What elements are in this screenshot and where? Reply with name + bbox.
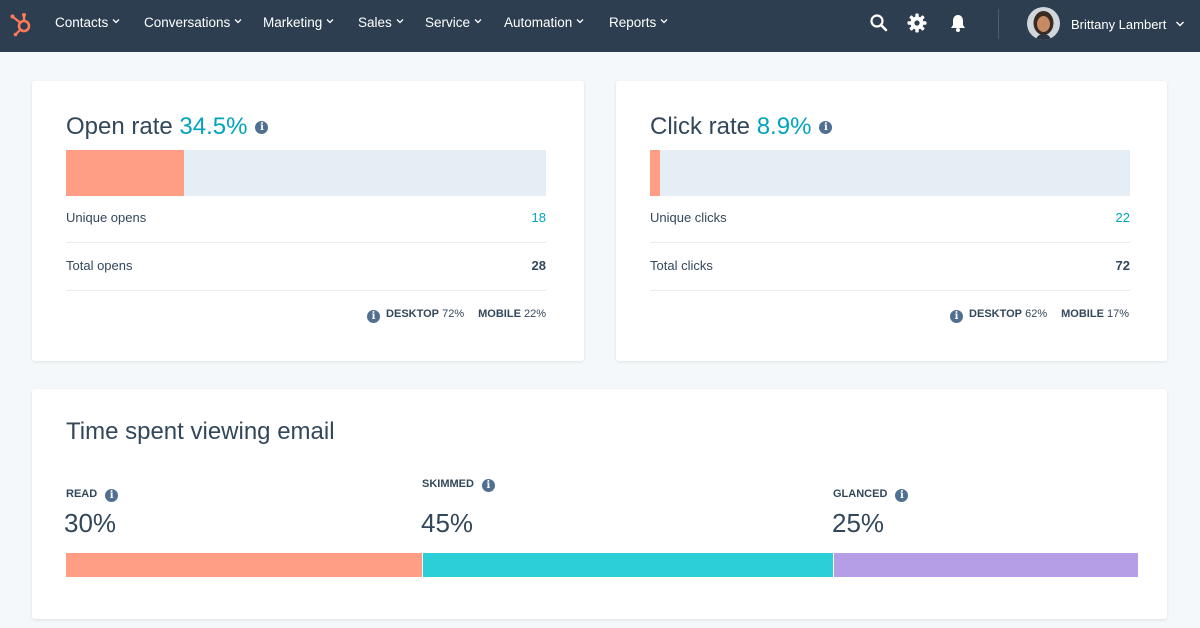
stat-label: Total opens <box>66 258 133 273</box>
chevron-down-icon <box>234 19 242 24</box>
nav-item-label: Reports <box>609 15 657 30</box>
mobile-value: 22% <box>523 308 546 320</box>
nav-item-label: Contacts <box>55 15 109 30</box>
nav-divider <box>998 9 999 39</box>
bell-icon[interactable] <box>948 13 968 33</box>
mobile-value: 17% <box>1106 308 1129 320</box>
segment-value-skimmed: 45% <box>421 508 474 538</box>
nav-item-label: Sales <box>358 15 392 30</box>
nav-item-label: Automation <box>504 15 573 30</box>
nav-item-sales[interactable]: Sales <box>358 15 404 31</box>
avatar[interactable] <box>1027 7 1060 40</box>
chevron-down-icon <box>474 19 482 24</box>
search-icon[interactable] <box>869 13 889 33</box>
desktop-value: 72% <box>442 308 465 320</box>
stat-value: 28 <box>531 258 546 273</box>
segment-label-text: READ <box>66 488 98 500</box>
user-name[interactable]: Brittany Lambert <box>1071 17 1167 32</box>
click-rate-bar-fill <box>650 150 660 196</box>
desktop-label: DESKTOP <box>386 308 440 320</box>
stat-row-unique-clicks: Unique clicks 22 <box>650 195 1130 243</box>
nav-item-label: Conversations <box>144 15 231 30</box>
chevron-down-icon[interactable] <box>1175 20 1185 28</box>
stat-label: Unique opens <box>66 210 147 225</box>
top-navigation: Contacts Conversations Marketing Sales S… <box>0 0 1200 52</box>
click-rate-bar <box>650 150 1130 196</box>
open-rate-label: Open rate <box>66 113 173 140</box>
click-rate-value: 8.9% <box>756 113 812 140</box>
info-icon[interactable]: i <box>255 121 269 134</box>
time-spent-card: Time spent viewing email READ i 30% SKIMM… <box>32 389 1167 619</box>
chevron-down-icon <box>396 19 404 24</box>
open-rate-bar-fill <box>66 150 184 196</box>
nav-item-marketing[interactable]: Marketing <box>263 15 334 31</box>
open-rate-bar <box>66 150 546 196</box>
user-photo <box>1027 7 1060 40</box>
chevron-down-icon <box>326 19 334 24</box>
segment-value-glanced: 25% <box>832 508 885 538</box>
nav-item-label: Service <box>425 15 471 30</box>
info-icon[interactable]: i <box>367 310 381 323</box>
open-rate-value: 34.5% <box>179 113 248 140</box>
mobile-label: MOBILE <box>1061 308 1104 320</box>
time-spent-title: Time spent viewing email <box>66 418 335 445</box>
segment-label-text: GLANCED <box>833 488 888 500</box>
segment-bar-skimmed <box>423 553 833 577</box>
nav-item-automation[interactable]: Automation <box>504 15 584 31</box>
segment-label-glanced: GLANCED i <box>833 488 909 502</box>
open-rate-title: Open rate 34.5% i <box>66 113 269 141</box>
stat-value: 72 <box>1115 258 1130 273</box>
stat-value-link[interactable]: 18 <box>531 210 546 225</box>
nav-item-label: Marketing <box>263 15 323 30</box>
nav-item-service[interactable]: Service <box>425 15 482 31</box>
chevron-down-icon <box>660 19 668 24</box>
nav-item-conversations[interactable]: Conversations <box>144 15 242 31</box>
gear-icon[interactable] <box>907 13 927 33</box>
stat-label: Unique clicks <box>650 210 727 225</box>
stat-row-total-opens: Total opens 28 <box>66 243 546 291</box>
stat-row-unique-opens: Unique opens 18 <box>66 195 546 243</box>
chevron-down-icon <box>576 19 584 24</box>
nav-item-contacts[interactable]: Contacts <box>55 15 120 31</box>
segment-bar-read <box>66 553 422 577</box>
info-icon[interactable]: i <box>819 121 833 134</box>
segment-label-read: READ i <box>66 488 119 502</box>
stat-row-total-clicks: Total clicks 72 <box>650 243 1130 291</box>
segment-label-text: SKIMMED <box>422 478 474 490</box>
nav-item-reports[interactable]: Reports <box>609 15 668 31</box>
click-rate-title: Click rate 8.9% i <box>650 113 833 141</box>
chevron-down-icon <box>112 19 120 24</box>
segment-label-skimmed: SKIMMED i <box>422 478 495 492</box>
hubspot-logo[interactable] <box>8 11 34 37</box>
stat-value-link[interactable]: 22 <box>1115 210 1130 225</box>
info-icon[interactable]: i <box>105 489 119 502</box>
segment-value-read: 30% <box>64 508 117 538</box>
device-breakdown: i DESKTOP 72% MOBILE 22% <box>367 308 546 323</box>
info-icon[interactable]: i <box>895 489 909 502</box>
device-breakdown: i DESKTOP 62% MOBILE 17% <box>950 308 1129 323</box>
info-icon[interactable]: i <box>950 310 964 323</box>
click-rate-card: Click rate 8.9% i Unique clicks 22 Total … <box>616 81 1167 361</box>
info-icon[interactable]: i <box>481 479 495 492</box>
segment-bar-glanced <box>834 553 1138 577</box>
desktop-value: 62% <box>1025 308 1048 320</box>
open-rate-card: Open rate 34.5% i Unique opens 18 Total o… <box>32 81 584 361</box>
stat-label: Total clicks <box>650 258 713 273</box>
desktop-label: DESKTOP <box>969 308 1023 320</box>
click-rate-label: Click rate <box>650 113 751 140</box>
mobile-label: MOBILE <box>478 308 521 320</box>
